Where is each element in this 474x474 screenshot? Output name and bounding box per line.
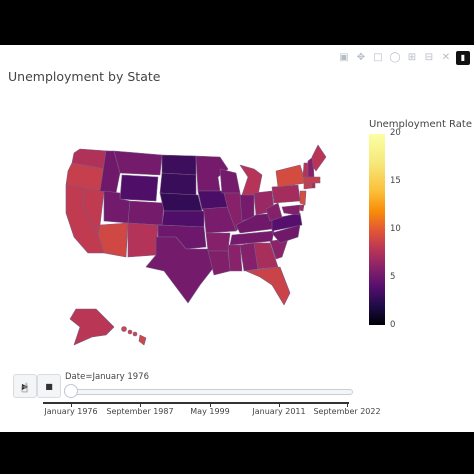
state-sd[interactable] [159, 172, 197, 196]
plotly-logo-icon[interactable]: ▮ [456, 51, 470, 65]
stop-button[interactable]: ■ [37, 374, 61, 398]
box-select-icon[interactable]: □ [373, 52, 383, 63]
slider-handle[interactable] [64, 384, 78, 398]
slider-tick-label[interactable]: September 1987 [106, 407, 174, 416]
state-ny[interactable] [275, 164, 307, 188]
slider-tick [347, 402, 348, 407]
colorbar-title: Unemployment Rate [369, 119, 472, 130]
play-icon: ▶ [21, 381, 29, 391]
state-ct[interactable] [303, 182, 313, 190]
zoom-in-icon[interactable]: ⊞ [407, 52, 417, 63]
slider-tick [279, 402, 280, 407]
state-fl[interactable] [245, 266, 291, 306]
colorbar [369, 134, 385, 325]
state-nd[interactable] [161, 154, 197, 176]
state-ne[interactable] [159, 192, 203, 212]
state-pa[interactable] [271, 184, 301, 204]
plot-area: ▣ ✥ □ ◯ ⊞ ⊟ ✕ ▮ Unemployment by State Un… [0, 45, 474, 432]
slider-axis [43, 402, 349, 404]
state-ri[interactable] [311, 182, 316, 189]
state-id[interactable] [99, 150, 121, 194]
lasso-icon[interactable]: ◯ [389, 52, 401, 63]
us-choropleth-map[interactable] [0, 45, 474, 432]
colorbar-tick-0: 0 [390, 320, 396, 330]
autoscale-icon[interactable]: ✕ [441, 52, 451, 63]
colorbar-tick-20: 20 [390, 128, 401, 138]
camera-icon[interactable]: ▣ [339, 52, 349, 63]
slider-tick [140, 402, 141, 407]
state-wv[interactable] [265, 202, 283, 222]
state-mt[interactable] [113, 150, 163, 176]
state-nj[interactable] [299, 190, 307, 206]
colorbar-tick-15: 15 [390, 176, 401, 186]
state-wi[interactable] [219, 168, 241, 194]
chart-title: Unemployment by State [8, 69, 161, 84]
stop-icon: ■ [45, 381, 53, 391]
slider-tick-label[interactable]: September 2022 [313, 407, 381, 416]
colorbar-tick-10: 10 [390, 224, 401, 234]
state-ks[interactable] [161, 210, 205, 228]
state-hi-island[interactable] [132, 331, 138, 337]
state-mo[interactable] [201, 206, 237, 234]
state-nc[interactable] [271, 224, 301, 244]
state-vt[interactable] [302, 162, 309, 178]
state-mi[interactable] [239, 164, 263, 196]
state-ma[interactable] [303, 176, 321, 184]
play-button[interactable]: ▶ [13, 374, 37, 398]
colorbar-tick-5: 5 [390, 272, 396, 282]
state-wy[interactable] [119, 174, 159, 202]
state-hi-island[interactable] [121, 326, 127, 332]
state-tx[interactable] [145, 236, 215, 304]
state-ia[interactable] [197, 190, 229, 210]
state-ak[interactable] [69, 308, 115, 346]
slider-rail[interactable] [64, 389, 353, 395]
slider-tick-label[interactable]: May 1999 [190, 407, 230, 416]
state-hi[interactable] [138, 334, 147, 346]
state-me[interactable] [311, 144, 327, 172]
state-hi-island[interactable] [127, 329, 133, 335]
state-ar[interactable] [205, 232, 231, 252]
state-md[interactable] [281, 204, 301, 216]
pan-icon[interactable]: ✥ [356, 52, 366, 63]
slider-tick [210, 402, 211, 407]
slider-tick [71, 402, 72, 407]
slider-tick-label[interactable]: January 1976 [44, 407, 98, 416]
slider-tick-label[interactable]: January 2011 [252, 407, 306, 416]
zoom-out-icon[interactable]: ⊟ [424, 52, 434, 63]
state-nm[interactable] [127, 222, 159, 258]
slider-current-value: Date=January 1976 [65, 372, 149, 382]
state-co[interactable] [127, 200, 165, 226]
state-az[interactable] [97, 222, 129, 258]
modebar: ▣ ✥ □ ◯ ⊞ ⊟ ✕ ▮ [337, 51, 470, 65]
state-ms[interactable] [227, 244, 243, 272]
state-la[interactable] [207, 250, 231, 276]
hand-cursor-icon: ☝ [21, 381, 29, 395]
